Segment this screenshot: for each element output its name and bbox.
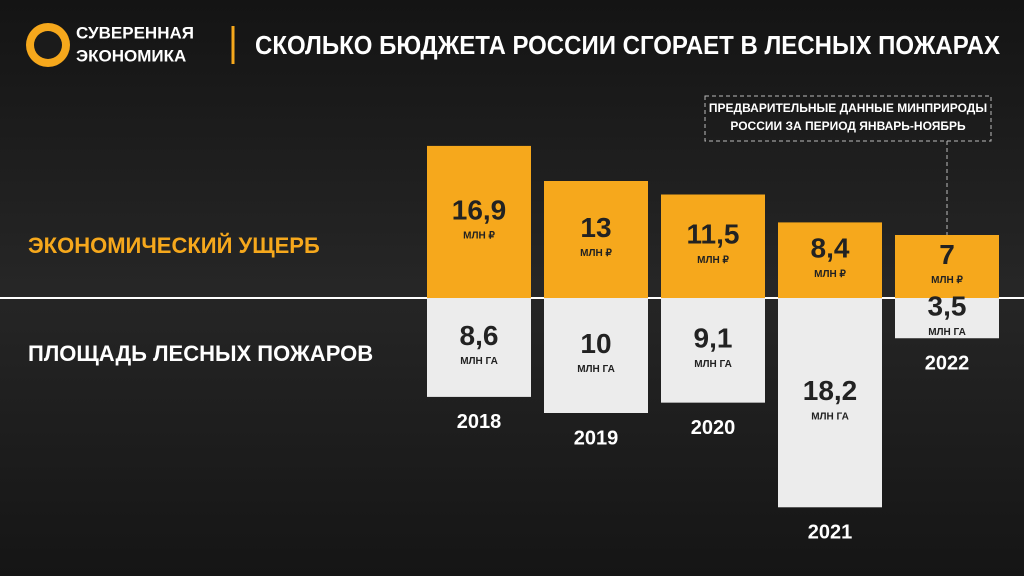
unit-label: МЛН ГА: [577, 364, 615, 375]
value-label: 13: [580, 212, 611, 243]
x-tick-label: 2019: [574, 427, 619, 449]
unit-label: МЛН ГА: [694, 359, 732, 370]
value-label: 18,2: [803, 375, 858, 406]
unit-label: МЛН ₽: [931, 275, 963, 286]
value-label: 9,1: [694, 323, 733, 354]
brand-line: ЭКОНОМИКА: [76, 46, 186, 65]
x-tick-label: 2022: [925, 353, 970, 375]
value-label: 3,5: [928, 291, 967, 322]
value-label: 16,9: [452, 194, 507, 225]
chart-title: СКОЛЬКО БЮДЖЕТА РОССИИ СГОРАЕТ В ЛЕСНЫХ …: [255, 30, 1001, 60]
unit-label: МЛН ГА: [811, 411, 849, 422]
note-box: [704, 95, 992, 142]
bar: [661, 194, 765, 298]
x-tick-label: 2021: [808, 522, 853, 544]
value-label: 8,6: [460, 320, 499, 351]
bar: [895, 235, 999, 298]
bar: [661, 298, 765, 403]
bar: [778, 298, 882, 508]
note-line: РОССИИ ЗА ПЕРИОД ЯНВАРЬ-НОЯБРЬ: [730, 119, 966, 133]
unit-label: МЛН ₽: [463, 231, 495, 242]
bar: [427, 298, 531, 397]
bar: [778, 222, 882, 298]
value-label: 7: [939, 239, 955, 270]
value-label: 8,4: [811, 233, 850, 264]
bar: [544, 298, 648, 413]
series-label: ПЛОЩАДЬ ЛЕСНЫХ ПОЖАРОВ: [28, 341, 373, 366]
unit-label: МЛН ГА: [460, 356, 498, 367]
value-label: 11,5: [687, 219, 740, 250]
bar: [895, 298, 999, 339]
unit-label: МЛН ₽: [697, 255, 729, 266]
logo-icon-inner: [34, 31, 62, 59]
brand-line: СУВЕРЕННАЯ: [76, 23, 194, 42]
series-label: ЭКОНОМИЧЕСКИЙ УЩЕРБ: [28, 233, 320, 258]
unit-label: МЛН ₽: [814, 269, 846, 280]
note-line: ПРЕДВАРИТЕЛЬНЫЕ ДАННЫЕ МИНПРИРОДЫ: [709, 101, 987, 115]
unit-label: МЛН ГА: [928, 327, 966, 338]
value-label: 10: [580, 328, 611, 359]
unit-label: МЛН ₽: [580, 248, 612, 259]
x-tick-label: 2018: [457, 411, 502, 433]
bar: [544, 181, 648, 298]
bar: [427, 145, 531, 298]
x-tick-label: 2020: [691, 417, 736, 439]
